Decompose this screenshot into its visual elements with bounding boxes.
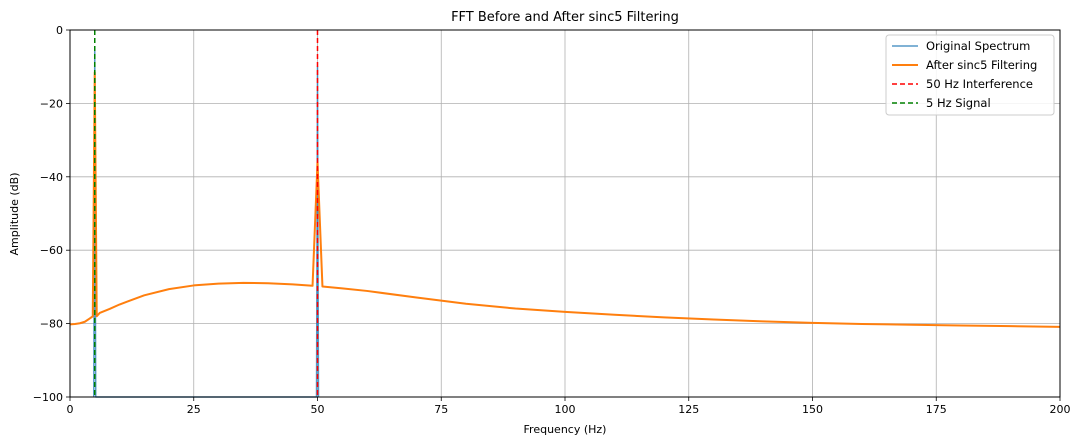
x-tick-label: 150	[802, 403, 823, 416]
x-tick-label: 200	[1050, 403, 1071, 416]
legend: Original Spectrum After sinc5 Filtering 50…	[885, 34, 1055, 116]
legend-label: Original Spectrum	[926, 39, 1030, 53]
x-tick-label: 75	[434, 403, 448, 416]
x-tick-label: 25	[187, 403, 201, 416]
legend-label: After sinc5 Filtering	[926, 58, 1037, 72]
legend-label: 50 Hz Interference	[926, 77, 1033, 91]
y-tick-label: −20	[40, 97, 63, 110]
x-tick-label: 125	[678, 403, 699, 416]
legend-label: 5 Hz Signal	[926, 96, 991, 110]
legend-box	[885, 34, 1055, 116]
y-tick-label: −100	[33, 391, 63, 404]
series-line-original-spectrum	[93, 47, 320, 398]
y-axis-label: Amplitude (dB)	[8, 173, 21, 256]
y-tick-label: −40	[40, 171, 63, 184]
chart-title: FFT Before and After sinc5 Filtering	[451, 10, 679, 25]
y-tick-label: −60	[40, 244, 63, 257]
axis-ticks: 0 25 50 75 100 125 150 175 200 0 −20 −40 −60 −80 −100	[33, 24, 1071, 416]
x-tick-label: 50	[311, 403, 325, 416]
x-tick-label: 175	[926, 403, 947, 416]
x-tick-label: 100	[555, 403, 576, 416]
x-tick-label: 0	[67, 403, 74, 416]
x-axis-label: Frequency (Hz)	[524, 423, 607, 436]
y-tick-label: 0	[56, 24, 63, 37]
y-tick-label: −80	[40, 318, 63, 331]
